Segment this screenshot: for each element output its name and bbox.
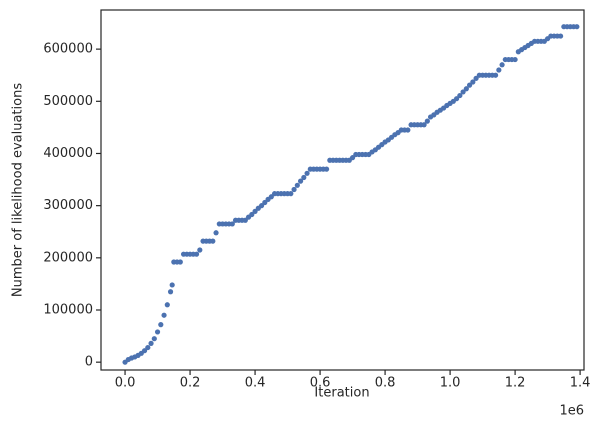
- point: [466, 82, 473, 88]
- point: [496, 67, 502, 73]
- point: [499, 62, 505, 68]
- point: [148, 340, 154, 346]
- point: [291, 186, 297, 193]
- point: [169, 282, 175, 288]
- point: [177, 259, 183, 265]
- point: [470, 79, 476, 85]
- point: [252, 208, 258, 214]
- point: [424, 118, 430, 124]
- point: [164, 302, 170, 308]
- point: [323, 166, 330, 172]
- x-axis-label: Iteration: [314, 386, 369, 401]
- point: [349, 155, 356, 161]
- x-tick-label: 0.6: [310, 376, 331, 391]
- point: [301, 174, 307, 181]
- point: [405, 127, 411, 133]
- point: [154, 329, 161, 335]
- y-tick-label: 200000: [43, 250, 93, 265]
- point: [158, 322, 164, 328]
- x-tick-label: 1.4: [570, 376, 591, 391]
- point: [297, 178, 304, 184]
- point: [258, 203, 265, 209]
- x-tick-label: 0.4: [245, 376, 266, 391]
- point: [262, 199, 268, 206]
- point: [574, 24, 580, 30]
- y-axis-label: Number of likelihood evaluations: [11, 83, 26, 297]
- point: [492, 72, 499, 78]
- point: [421, 122, 427, 128]
- point: [213, 230, 219, 236]
- y-tick-label: 0: [85, 355, 93, 370]
- point: [288, 191, 294, 197]
- point: [294, 182, 300, 188]
- point: [473, 75, 479, 81]
- y-tick-label: 600000: [43, 42, 93, 57]
- point: [457, 92, 463, 99]
- point: [512, 56, 518, 63]
- point: [229, 221, 235, 227]
- x-tick-label: 1.0: [440, 376, 461, 391]
- point: [249, 211, 255, 218]
- point: [167, 289, 174, 295]
- point: [141, 348, 148, 354]
- point: [453, 96, 460, 102]
- point: [210, 238, 216, 244]
- plot-frame: [100, 9, 585, 371]
- y-tick-label: 500000: [43, 94, 93, 109]
- point: [151, 336, 157, 342]
- point: [463, 86, 469, 92]
- point: [197, 247, 203, 253]
- point: [557, 33, 564, 39]
- point: [242, 217, 248, 223]
- point: [268, 194, 274, 200]
- y-tick-label: 300000: [43, 198, 93, 213]
- point: [460, 89, 466, 95]
- x-tick-label: 0.2: [180, 376, 201, 391]
- x-tick-label: 0.0: [115, 376, 136, 391]
- point: [304, 170, 310, 176]
- x-tick-label: 1.2: [505, 376, 526, 391]
- point: [161, 312, 167, 318]
- y-tick-label: 400000: [43, 146, 93, 161]
- x-offset-label: 1e6: [559, 404, 584, 419]
- point: [145, 344, 151, 351]
- point: [193, 251, 200, 257]
- y-tick-label: 100000: [43, 303, 93, 318]
- x-tick-label: 0.8: [375, 376, 396, 391]
